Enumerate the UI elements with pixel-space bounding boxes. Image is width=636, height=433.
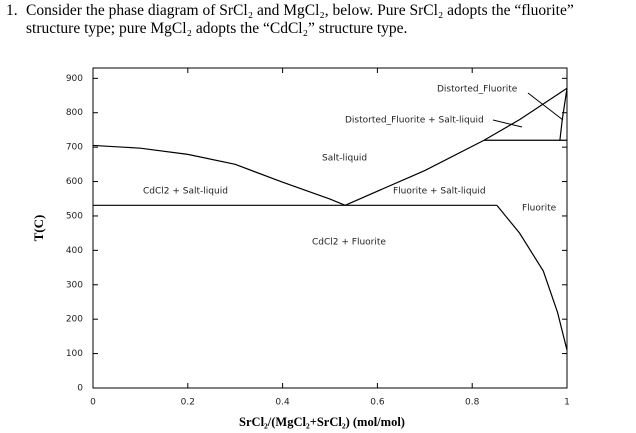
- x-tick-label: 0.6: [370, 398, 385, 408]
- pointer: [527, 92, 564, 121]
- question-line: Consider the phase diagram of SrCl₂ and …: [26, 2, 574, 19]
- x-tick-label: 1: [564, 398, 570, 408]
- question: 1. Consider the phase diagram of SrCl₂ a…: [6, 2, 574, 38]
- plot-frame: [92, 67, 568, 389]
- region-label: Fluorite + Salt-liquid: [393, 187, 486, 197]
- y-tick-label: 900: [66, 74, 83, 84]
- y-tick-label: 400: [66, 246, 83, 256]
- phase-boundary: [496, 204, 568, 351]
- region-label: Salt-liquid: [322, 154, 367, 164]
- question-line: structure type; pure MgCl₂ adopts the “C…: [26, 20, 408, 37]
- region-label: CdCl2 + Fluorite: [312, 238, 386, 248]
- region-label: Fluorite: [522, 204, 557, 214]
- x-tick-label: 0.8: [465, 398, 480, 408]
- region-label: CdCl2 + Salt-liquid: [143, 187, 228, 197]
- phase-boundary: [559, 88, 568, 141]
- phase-boundary: [92, 144, 346, 206]
- y-tick-label: 100: [66, 349, 83, 359]
- x-tick-label: 0.4: [275, 398, 290, 408]
- y-tick-label: 200: [66, 315, 83, 325]
- y-tick-label: 600: [66, 177, 83, 187]
- y-tick-label: 300: [66, 280, 83, 290]
- region-label: Distorted_Fluorite: [437, 85, 518, 95]
- y-tick-label: 700: [66, 143, 83, 153]
- y-axis-label: T(C): [31, 215, 46, 242]
- pointer: [492, 119, 523, 128]
- question-number: 1.: [6, 2, 18, 19]
- x-axis-label: SrCl₂/(MgCl₂+SrCl₂) (mol/mol): [239, 415, 405, 429]
- region-label: Distorted_Fluorite + Salt-liquid: [345, 116, 484, 126]
- x-tick-label: 0.2: [181, 398, 195, 408]
- x-tick-label: 0: [90, 398, 96, 408]
- y-tick-label: 500: [66, 211, 83, 221]
- y-tick-label: 800: [66, 108, 83, 118]
- y-tick-label: 0: [77, 384, 83, 394]
